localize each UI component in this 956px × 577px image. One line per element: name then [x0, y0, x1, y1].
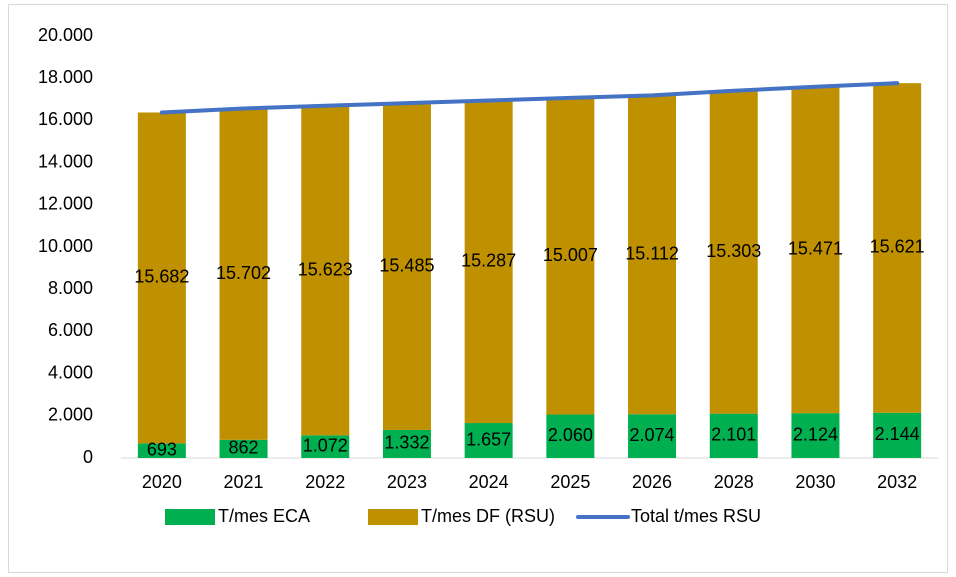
data-label: 1.072 — [303, 435, 348, 455]
data-label: 15.702 — [216, 263, 271, 283]
x-tick-label: 2025 — [550, 472, 590, 492]
data-label: 15.112 — [625, 244, 679, 264]
legend-label: T/mes DF (RSU) — [421, 506, 555, 526]
y-tick-label: 4.000 — [48, 362, 93, 382]
bar-segment — [382, 429, 431, 458]
total-line — [159, 81, 900, 115]
bar-segment — [791, 413, 840, 458]
y-tick-label: 2.000 — [48, 405, 93, 425]
x-tick-label: 2024 — [469, 472, 509, 492]
y-tick-label: 14.000 — [38, 151, 93, 171]
x-tick-label: 2030 — [795, 472, 835, 492]
data-label: 15.623 — [298, 259, 353, 279]
bar-segment — [873, 83, 922, 413]
bar-segment — [301, 435, 350, 458]
data-label: 2.074 — [630, 425, 675, 445]
bar-segment — [546, 97, 595, 415]
data-label: 1.332 — [384, 433, 429, 453]
x-tick-label: 2020 — [142, 472, 182, 492]
data-label: 15.682 — [134, 267, 189, 287]
y-tick-label: 0 — [83, 447, 93, 467]
data-label: 2.144 — [875, 424, 920, 444]
data-label: 15.621 — [870, 237, 925, 257]
x-tick-label: 2023 — [387, 472, 427, 492]
bar-segment — [709, 413, 758, 458]
data-label: 2.101 — [711, 425, 756, 445]
data-label: 15.287 — [461, 251, 516, 271]
y-tick-label: 10.000 — [38, 236, 93, 256]
bar-segment — [301, 105, 350, 436]
bar-segment — [628, 414, 677, 458]
bar-segment — [219, 439, 268, 458]
data-label: 1.657 — [466, 429, 511, 449]
data-label: 15.471 — [788, 239, 843, 259]
data-label: 15.485 — [379, 255, 434, 275]
bar-segment — [137, 112, 186, 444]
data-label: 862 — [229, 438, 259, 458]
data-label: 15.007 — [543, 245, 598, 265]
data-label: 2.060 — [548, 425, 593, 445]
y-tick-label: 8.000 — [48, 278, 93, 298]
legend-swatch — [165, 509, 215, 525]
x-tick-label: 2021 — [224, 472, 264, 492]
legend-label: T/mes ECA — [218, 506, 310, 526]
y-tick-label: 16.000 — [38, 109, 93, 129]
y-tick-label: 20.000 — [38, 25, 93, 45]
x-tick-label: 2028 — [714, 472, 754, 492]
data-label: 2.124 — [793, 424, 838, 444]
bar-segment — [137, 443, 186, 458]
y-tick-label: 12.000 — [38, 194, 93, 214]
bar-segment — [464, 100, 513, 424]
bar-segment — [628, 95, 677, 415]
legend-label: Total t/mes RSU — [631, 506, 761, 526]
data-label: 15.303 — [706, 241, 761, 261]
bar-segment — [709, 90, 758, 414]
y-tick-label: 18.000 — [38, 67, 93, 87]
bar-segment — [791, 86, 840, 414]
bar-segment — [382, 103, 431, 430]
legend-swatch — [368, 509, 418, 525]
x-tick-label: 2032 — [877, 472, 917, 492]
x-tick-label: 2026 — [632, 472, 672, 492]
bar-segment — [464, 423, 513, 458]
data-label: 693 — [147, 439, 177, 459]
bar-segment — [873, 412, 922, 458]
bar-segment — [546, 414, 595, 458]
x-tick-label: 2022 — [305, 472, 345, 492]
y-tick-label: 6.000 — [48, 320, 93, 340]
bar-segment — [219, 108, 268, 440]
